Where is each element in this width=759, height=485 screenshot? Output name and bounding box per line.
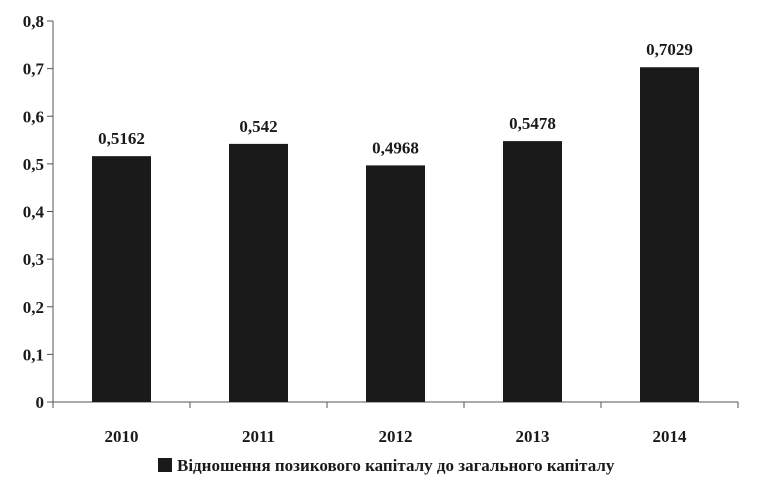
y-axis: 0 0,1 0,2 0,3 0,4 0,5 0,6 0,7 0,8 bbox=[23, 12, 54, 412]
x-tick-label: 2010 bbox=[105, 427, 139, 446]
bar bbox=[503, 141, 562, 403]
data-label: 0,5162 bbox=[98, 129, 145, 148]
y-tick-label: 0 bbox=[36, 393, 45, 412]
data-label: 0,4968 bbox=[372, 138, 419, 157]
bar bbox=[366, 165, 425, 402]
y-tick-label: 0,5 bbox=[23, 155, 44, 174]
bar bbox=[640, 67, 699, 403]
legend-label: Відношення позикового капіталу до загаль… bbox=[177, 456, 615, 475]
y-tick-label: 0,4 bbox=[23, 203, 45, 222]
legend-swatch bbox=[158, 458, 172, 472]
y-tick-label: 0,1 bbox=[23, 345, 44, 364]
y-tick-label: 0,7 bbox=[23, 60, 45, 79]
x-tick-label: 2013 bbox=[516, 427, 550, 446]
legend: Відношення позикового капіталу до загаль… bbox=[158, 456, 615, 475]
y-tick-label: 0,8 bbox=[23, 12, 44, 31]
value-labels: 0,5162 0,542 0,4968 0,5478 0,7029 bbox=[98, 40, 693, 157]
bar bbox=[92, 156, 151, 402]
data-label: 0,7029 bbox=[646, 40, 693, 59]
y-tick-label: 0,6 bbox=[23, 107, 44, 126]
y-tick-label: 0,2 bbox=[23, 298, 44, 317]
x-tick-label: 2012 bbox=[379, 427, 413, 446]
x-tick-label: 2011 bbox=[242, 427, 275, 446]
x-tick-label: 2014 bbox=[653, 427, 688, 446]
data-label: 0,542 bbox=[239, 117, 277, 136]
x-axis: 2010 2011 2012 2013 2014 bbox=[52, 401, 739, 446]
data-label: 0,5478 bbox=[509, 114, 556, 133]
bars bbox=[92, 67, 699, 403]
bar bbox=[229, 143, 288, 402]
y-tick-label: 0,3 bbox=[23, 250, 44, 269]
